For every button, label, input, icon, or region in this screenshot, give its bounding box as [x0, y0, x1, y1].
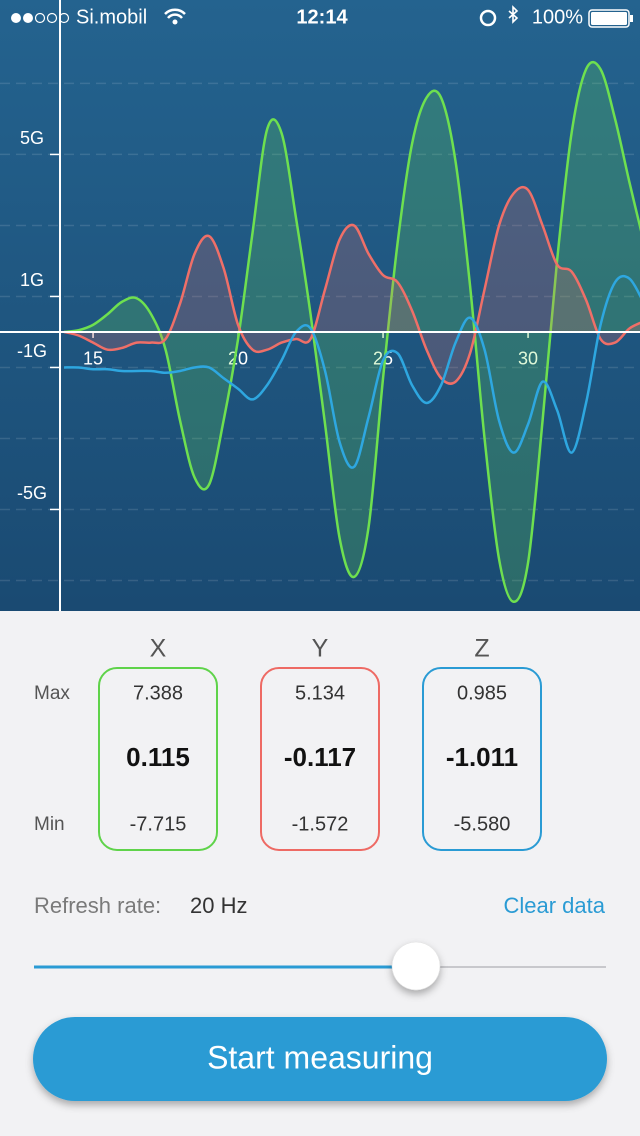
x-tick-label: 15	[83, 349, 103, 369]
bluetooth-icon	[508, 5, 519, 24]
min-value: -5.580	[454, 813, 511, 835]
axis-box	[98, 667, 218, 851]
start-button[interactable]	[33, 1017, 607, 1101]
battery-icon	[588, 9, 630, 28]
axis-header: X	[150, 635, 167, 663]
signal-dot	[34, 12, 46, 24]
max-value: 5.134	[295, 682, 345, 704]
y-tick-label: -5G	[17, 483, 47, 503]
series-line	[63, 185, 640, 385]
signal-dot	[23, 13, 33, 23]
battery-percent: 100%	[532, 6, 583, 28]
start-button-label: Start measuring	[207, 1039, 433, 1075]
alarm-icon	[479, 9, 497, 27]
signal-dot	[11, 13, 21, 23]
y-tick-label: 5G	[20, 128, 44, 148]
stats-panel: Max Min X 7.388 0.115 -7.715 Y 5.134 -0.117 -1.57…	[34, 635, 542, 851]
y-tick-label: 1G	[20, 270, 44, 290]
carrier: Si.mobil	[76, 6, 147, 28]
max-value: 7.388	[133, 682, 183, 704]
signal-dot	[58, 12, 70, 24]
battery-tip	[630, 15, 633, 22]
axis-header: Z	[474, 635, 489, 663]
max-label: Max	[34, 683, 70, 704]
series-line	[64, 274, 640, 469]
status-bar: Si.mobil 12:14 100%	[11, 5, 633, 28]
axis-header: Y	[312, 635, 329, 663]
wifi-icon	[164, 8, 186, 19]
min-value: -1.572	[292, 813, 349, 835]
refresh-label: Refresh rate:	[34, 893, 161, 918]
y-tick-label: -1G	[17, 341, 47, 361]
clear-data-button[interactable]: Clear data	[503, 893, 605, 918]
current-value: -0.117	[284, 742, 356, 772]
x-tick-label: 30	[518, 349, 538, 369]
current-value: 0.115	[126, 742, 190, 772]
min-value: -7.715	[130, 813, 187, 835]
min-label: Min	[34, 814, 65, 835]
axis-box	[422, 667, 542, 851]
axis-box	[260, 667, 380, 851]
slider-thumb[interactable]	[391, 941, 441, 991]
refresh-value: 20 Hz	[190, 893, 247, 918]
battery-level	[591, 12, 627, 25]
clock: 12:14	[296, 6, 348, 28]
wifi-icon-dot	[172, 19, 178, 25]
current-value: -1.011	[446, 742, 518, 772]
signal-dot	[46, 12, 58, 24]
max-value: 0.985	[457, 682, 507, 704]
